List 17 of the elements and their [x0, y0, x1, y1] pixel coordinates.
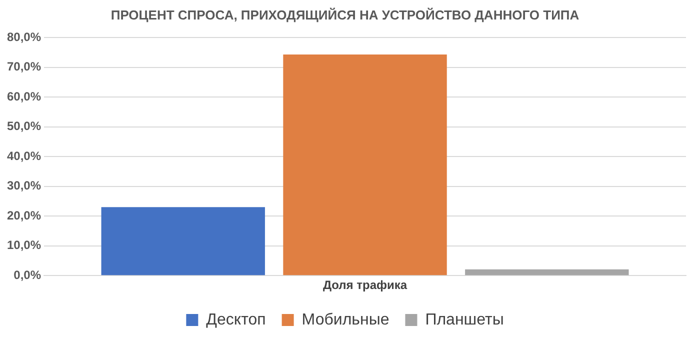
y-tick-label: 40,0%: [6, 148, 42, 163]
y-tick-label: 30,0%: [6, 178, 42, 193]
y-tick-label: 50,0%: [6, 119, 42, 134]
bar: [283, 54, 447, 276]
y-tick-label: 10,0%: [6, 238, 42, 252]
legend-label: Планшеты: [425, 311, 504, 328]
y-tick-label: 70,0%: [6, 60, 42, 74]
x-tick-label: Доля трафика: [322, 278, 408, 292]
y-tick-label: 80,0%: [6, 30, 42, 44]
y-tick-label: 0,0%: [14, 268, 42, 282]
legend-label: Десктоп: [206, 311, 266, 328]
bar: [465, 269, 629, 276]
chart-title: ПРОЦЕНТ СПРОСА, ПРИХОДЯЩИЙСЯ НА УСТРОЙСТВО ДАННОГО ТИПА: [110, 7, 580, 22]
legend-label: Мобильные: [302, 311, 390, 328]
y-tick-label: 60,0%: [6, 89, 42, 104]
y-tick-label: 20,0%: [6, 208, 42, 222]
bar: [101, 207, 265, 276]
